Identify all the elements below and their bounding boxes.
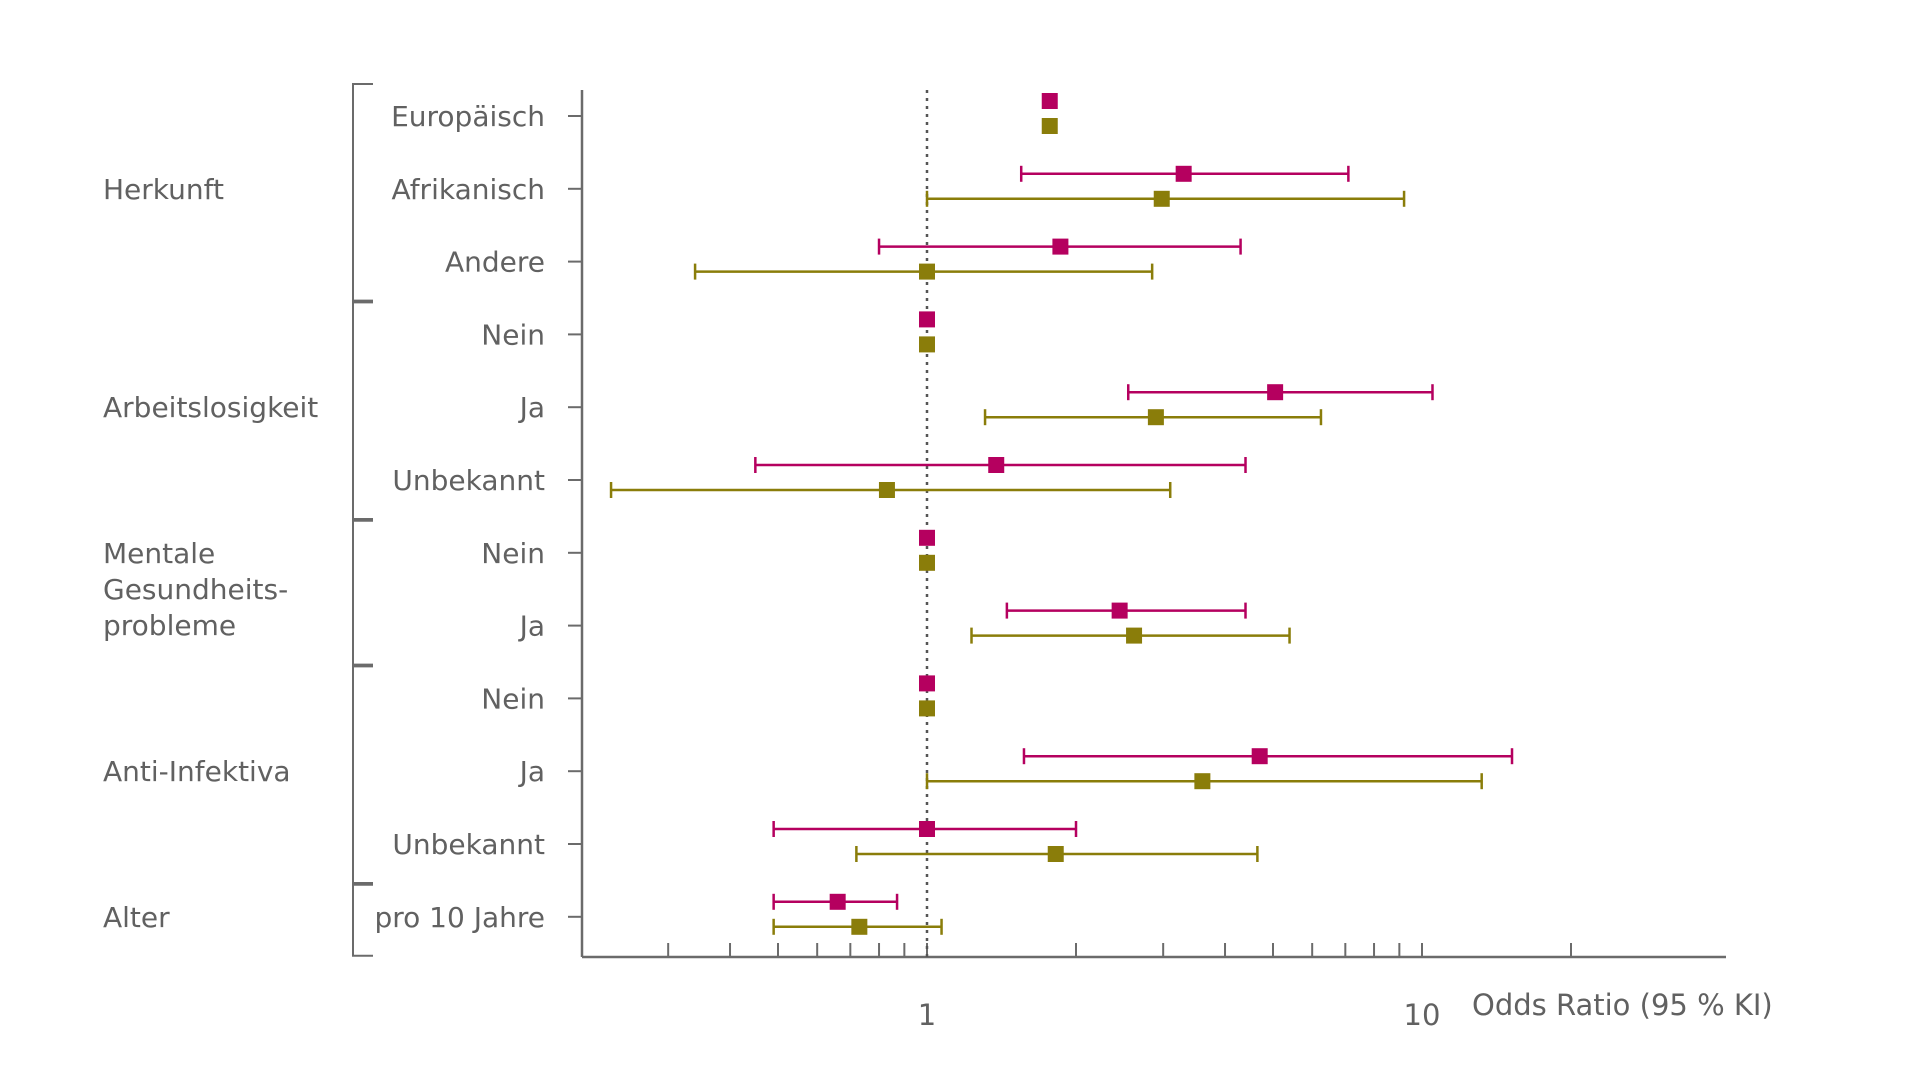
group-bracket xyxy=(352,83,373,302)
row-label: Nein xyxy=(481,537,545,570)
x-tick-label: 1 xyxy=(918,998,936,1032)
odds-ratio-marker xyxy=(988,457,1005,473)
row-label: Ja xyxy=(518,755,545,788)
odds-ratio-marker xyxy=(1111,602,1128,619)
odds-ratio-marker xyxy=(829,893,846,910)
odds-ratio-marker xyxy=(1041,118,1058,134)
odds-ratio-marker xyxy=(851,918,868,935)
group-label: Anti-Infektiva xyxy=(103,755,291,788)
odds-ratio-marker xyxy=(1052,238,1069,255)
row-label: Europäisch xyxy=(391,100,545,133)
row-label: Unbekannt xyxy=(392,828,545,861)
group-label: Alter xyxy=(103,901,170,934)
group-bracket xyxy=(352,665,373,884)
x-axis-label: Odds Ratio (95 % KI) xyxy=(1472,988,1773,1022)
row-label: Andere xyxy=(445,246,545,279)
odds-ratio-marker xyxy=(919,311,935,328)
odds-ratio-marker xyxy=(919,700,935,717)
group-bracket xyxy=(352,883,373,957)
odds-ratio-marker xyxy=(1267,384,1284,401)
odds-ratio-marker xyxy=(1175,165,1192,182)
odds-ratio-marker xyxy=(1126,627,1143,644)
x-tick-label: 10 xyxy=(1404,998,1441,1032)
row-label: Nein xyxy=(481,682,545,715)
group-bracket xyxy=(352,519,373,666)
group-label: Herkunft xyxy=(103,173,224,206)
row-label: Ja xyxy=(518,610,545,643)
odds-ratio-marker xyxy=(1251,748,1268,765)
odds-ratio-marker xyxy=(1041,93,1058,109)
group-label: Arbeitslosigkeit xyxy=(103,391,318,424)
row-label: pro 10 Jahre xyxy=(374,901,545,934)
odds-ratio-marker xyxy=(919,263,935,280)
odds-ratio-marker xyxy=(919,529,935,546)
odds-ratio-marker xyxy=(1194,773,1211,790)
odds-ratio-marker xyxy=(919,675,935,692)
odds-ratio-marker xyxy=(1047,846,1064,862)
odds-ratio-marker xyxy=(878,482,895,498)
row-label: Unbekannt xyxy=(392,464,545,497)
odds-ratio-marker xyxy=(919,821,935,837)
odds-ratio-marker xyxy=(1153,190,1170,207)
group-label: Mentale xyxy=(103,537,215,570)
row-label: Nein xyxy=(481,318,545,351)
odds-ratio-marker xyxy=(1147,409,1164,426)
group-bracket xyxy=(352,301,373,520)
group-label: probleme xyxy=(103,609,236,642)
row-label: Afrikanisch xyxy=(392,173,545,206)
odds-ratio-marker xyxy=(919,554,935,571)
group-label: Gesundheits- xyxy=(103,573,288,606)
odds-ratio-marker xyxy=(919,336,935,353)
row-label: Ja xyxy=(518,391,545,424)
